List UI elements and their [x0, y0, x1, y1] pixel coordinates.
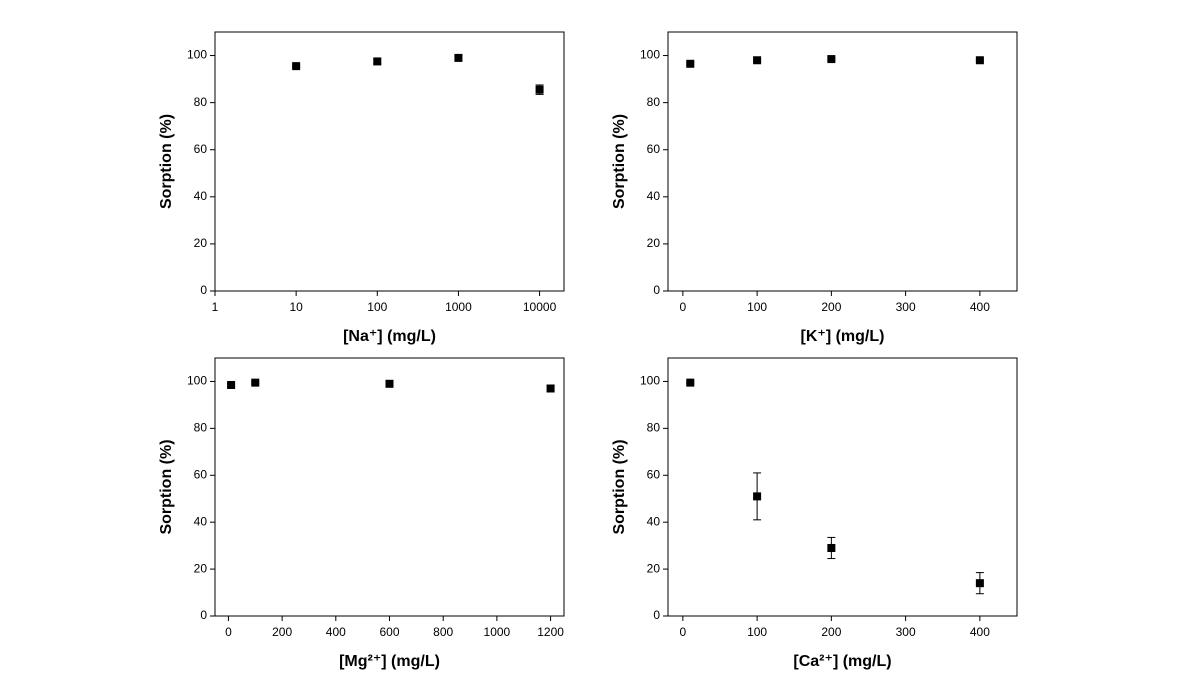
- x-tick-label: 0: [680, 625, 687, 639]
- x-tick-label: 200: [821, 625, 841, 639]
- data-point: [535, 85, 544, 94]
- y-tick-label: 80: [194, 421, 208, 435]
- x-tick-label: 1000: [445, 300, 472, 314]
- x-tick-label: 600: [379, 625, 399, 639]
- y-tick-label: 40: [647, 189, 661, 203]
- data-point: [975, 579, 984, 588]
- data-point: [686, 378, 695, 387]
- x-tick-label: 10000: [523, 300, 557, 314]
- x-tick-label: 0: [680, 300, 687, 314]
- x-tick-label: 100: [747, 300, 767, 314]
- y-tick-label: 100: [187, 374, 207, 388]
- y-tick-label: 80: [647, 421, 661, 435]
- y-tick-label: 100: [640, 48, 660, 62]
- x-tick-label: 1: [212, 300, 219, 314]
- data-point: [292, 62, 301, 71]
- x-tick-label: 200: [272, 625, 292, 639]
- y-tick-label: 60: [647, 142, 661, 156]
- y-tick-label: 40: [647, 514, 661, 528]
- data-point: [975, 56, 984, 65]
- x-tick-label: 300: [896, 300, 916, 314]
- x-axis-title: [Mg²⁺] (mg/L): [339, 653, 440, 670]
- y-tick-label: 40: [194, 189, 208, 203]
- y-tick-label: 0: [200, 283, 207, 297]
- data-point: [454, 53, 463, 62]
- data-point: [753, 56, 762, 65]
- y-tick-label: 60: [194, 142, 208, 156]
- x-axis-title: [Ca²⁺] (mg/L): [793, 653, 891, 670]
- x-tick-label: 300: [896, 625, 916, 639]
- data-point: [827, 543, 836, 552]
- x-tick-label: 1000: [484, 625, 511, 639]
- data-point: [385, 379, 394, 388]
- plot-frame: [667, 31, 1018, 292]
- x-tick-label: 400: [970, 300, 990, 314]
- y-tick-label: 20: [194, 236, 208, 250]
- y-tick-label: 0: [200, 608, 207, 622]
- y-tick-label: 80: [194, 95, 208, 109]
- x-axis-title: [Na⁺] (mg/L): [343, 328, 436, 345]
- data-point: [251, 378, 260, 387]
- y-tick-label: 0: [653, 608, 660, 622]
- plot-frame: [214, 31, 565, 292]
- x-tick-label: 400: [326, 625, 346, 639]
- y-tick-label: 60: [647, 467, 661, 481]
- x-tick-label: 1200: [537, 625, 564, 639]
- data-point: [827, 55, 836, 64]
- x-tick-label: 100: [747, 625, 767, 639]
- plot-frame: [667, 357, 1018, 617]
- data-point: [753, 492, 762, 501]
- data-point: [546, 384, 555, 393]
- y-tick-label: 0: [653, 283, 660, 297]
- y-tick-label: 80: [647, 95, 661, 109]
- data-point: [373, 57, 382, 66]
- x-tick-label: 0: [225, 625, 232, 639]
- y-tick-label: 100: [187, 48, 207, 62]
- x-tick-label: 100: [367, 300, 387, 314]
- y-tick-label: 40: [194, 514, 208, 528]
- x-tick-label: 400: [970, 625, 990, 639]
- data-point: [686, 59, 695, 68]
- y-axis-title: Sorption (%): [158, 439, 175, 534]
- y-axis-title: Sorption (%): [158, 114, 175, 209]
- y-tick-label: 20: [647, 236, 661, 250]
- x-axis-title: [K⁺] (mg/L): [801, 328, 885, 345]
- x-tick-label: 800: [433, 625, 453, 639]
- x-tick-label: 10: [289, 300, 303, 314]
- y-tick-label: 20: [194, 561, 208, 575]
- plot-frame: [214, 357, 565, 617]
- data-point: [227, 380, 236, 389]
- y-tick-label: 20: [647, 561, 661, 575]
- y-axis-title: Sorption (%): [611, 439, 628, 534]
- x-tick-label: 200: [821, 300, 841, 314]
- y-axis-title: Sorption (%): [611, 114, 628, 209]
- y-tick-label: 60: [194, 467, 208, 481]
- y-tick-label: 100: [640, 374, 660, 388]
